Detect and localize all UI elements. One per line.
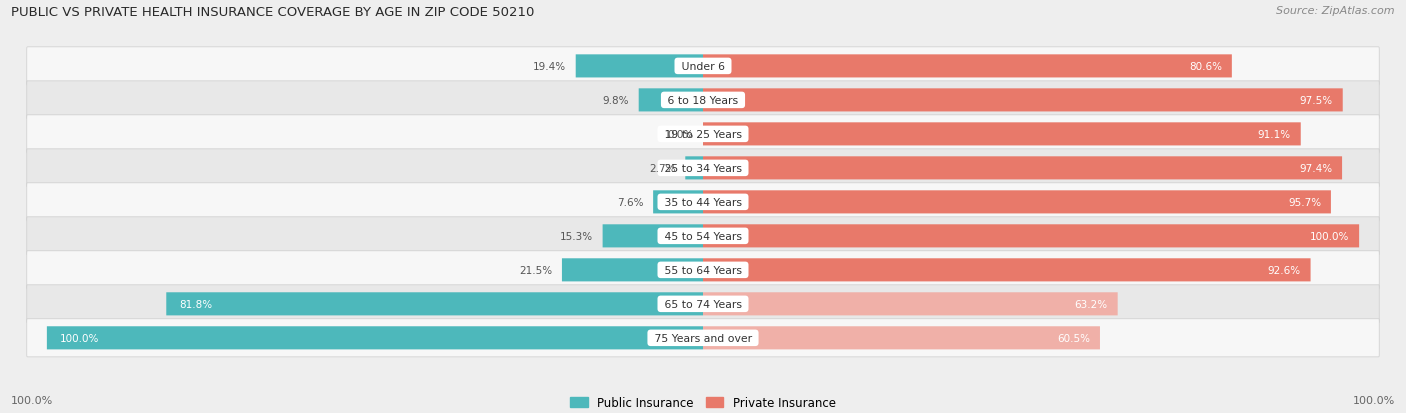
FancyBboxPatch shape [562,259,703,282]
Text: 60.5%: 60.5% [1057,333,1090,343]
FancyBboxPatch shape [27,48,1379,86]
FancyBboxPatch shape [703,89,1343,112]
FancyBboxPatch shape [703,123,1301,146]
FancyBboxPatch shape [27,82,1379,120]
Text: 95.7%: 95.7% [1288,197,1322,207]
FancyBboxPatch shape [27,217,1379,255]
Legend: Public Insurance, Private Insurance: Public Insurance, Private Insurance [571,396,835,409]
Text: 0.0%: 0.0% [666,130,693,140]
Text: 6 to 18 Years: 6 to 18 Years [664,96,742,106]
Text: 35 to 44 Years: 35 to 44 Years [661,197,745,207]
FancyBboxPatch shape [703,157,1343,180]
Text: 80.6%: 80.6% [1189,62,1222,72]
Text: PUBLIC VS PRIVATE HEALTH INSURANCE COVERAGE BY AGE IN ZIP CODE 50210: PUBLIC VS PRIVATE HEALTH INSURANCE COVER… [11,6,534,19]
FancyBboxPatch shape [166,292,703,316]
Text: 100.0%: 100.0% [1310,231,1350,241]
FancyBboxPatch shape [603,225,703,248]
Text: 91.1%: 91.1% [1258,130,1291,140]
FancyBboxPatch shape [703,191,1331,214]
FancyBboxPatch shape [703,292,1118,316]
Text: 97.4%: 97.4% [1299,164,1333,173]
Text: 92.6%: 92.6% [1268,265,1301,275]
FancyBboxPatch shape [27,116,1379,154]
Text: Under 6: Under 6 [678,62,728,72]
FancyBboxPatch shape [638,89,703,112]
FancyBboxPatch shape [46,327,703,349]
Text: 2.7%: 2.7% [650,164,675,173]
Text: 19 to 25 Years: 19 to 25 Years [661,130,745,140]
Text: 65 to 74 Years: 65 to 74 Years [661,299,745,309]
FancyBboxPatch shape [27,285,1379,323]
FancyBboxPatch shape [27,251,1379,289]
Text: 25 to 34 Years: 25 to 34 Years [661,164,745,173]
FancyBboxPatch shape [703,259,1310,282]
FancyBboxPatch shape [703,55,1232,78]
Text: 45 to 54 Years: 45 to 54 Years [661,231,745,241]
FancyBboxPatch shape [27,183,1379,221]
FancyBboxPatch shape [703,327,1099,349]
Text: 15.3%: 15.3% [560,231,593,241]
Text: 75 Years and over: 75 Years and over [651,333,755,343]
FancyBboxPatch shape [654,191,703,214]
Text: 100.0%: 100.0% [11,395,53,405]
Text: 97.5%: 97.5% [1299,96,1333,106]
Text: Source: ZipAtlas.com: Source: ZipAtlas.com [1277,6,1395,16]
Text: 81.8%: 81.8% [180,299,212,309]
Text: 55 to 64 Years: 55 to 64 Years [661,265,745,275]
FancyBboxPatch shape [685,157,703,180]
Text: 9.8%: 9.8% [602,96,628,106]
Text: 21.5%: 21.5% [519,265,553,275]
Text: 100.0%: 100.0% [1353,395,1395,405]
Text: 19.4%: 19.4% [533,62,565,72]
FancyBboxPatch shape [703,225,1360,248]
FancyBboxPatch shape [27,150,1379,188]
FancyBboxPatch shape [575,55,703,78]
FancyBboxPatch shape [27,319,1379,357]
Text: 7.6%: 7.6% [617,197,644,207]
Text: 63.2%: 63.2% [1074,299,1108,309]
Text: 100.0%: 100.0% [60,333,100,343]
